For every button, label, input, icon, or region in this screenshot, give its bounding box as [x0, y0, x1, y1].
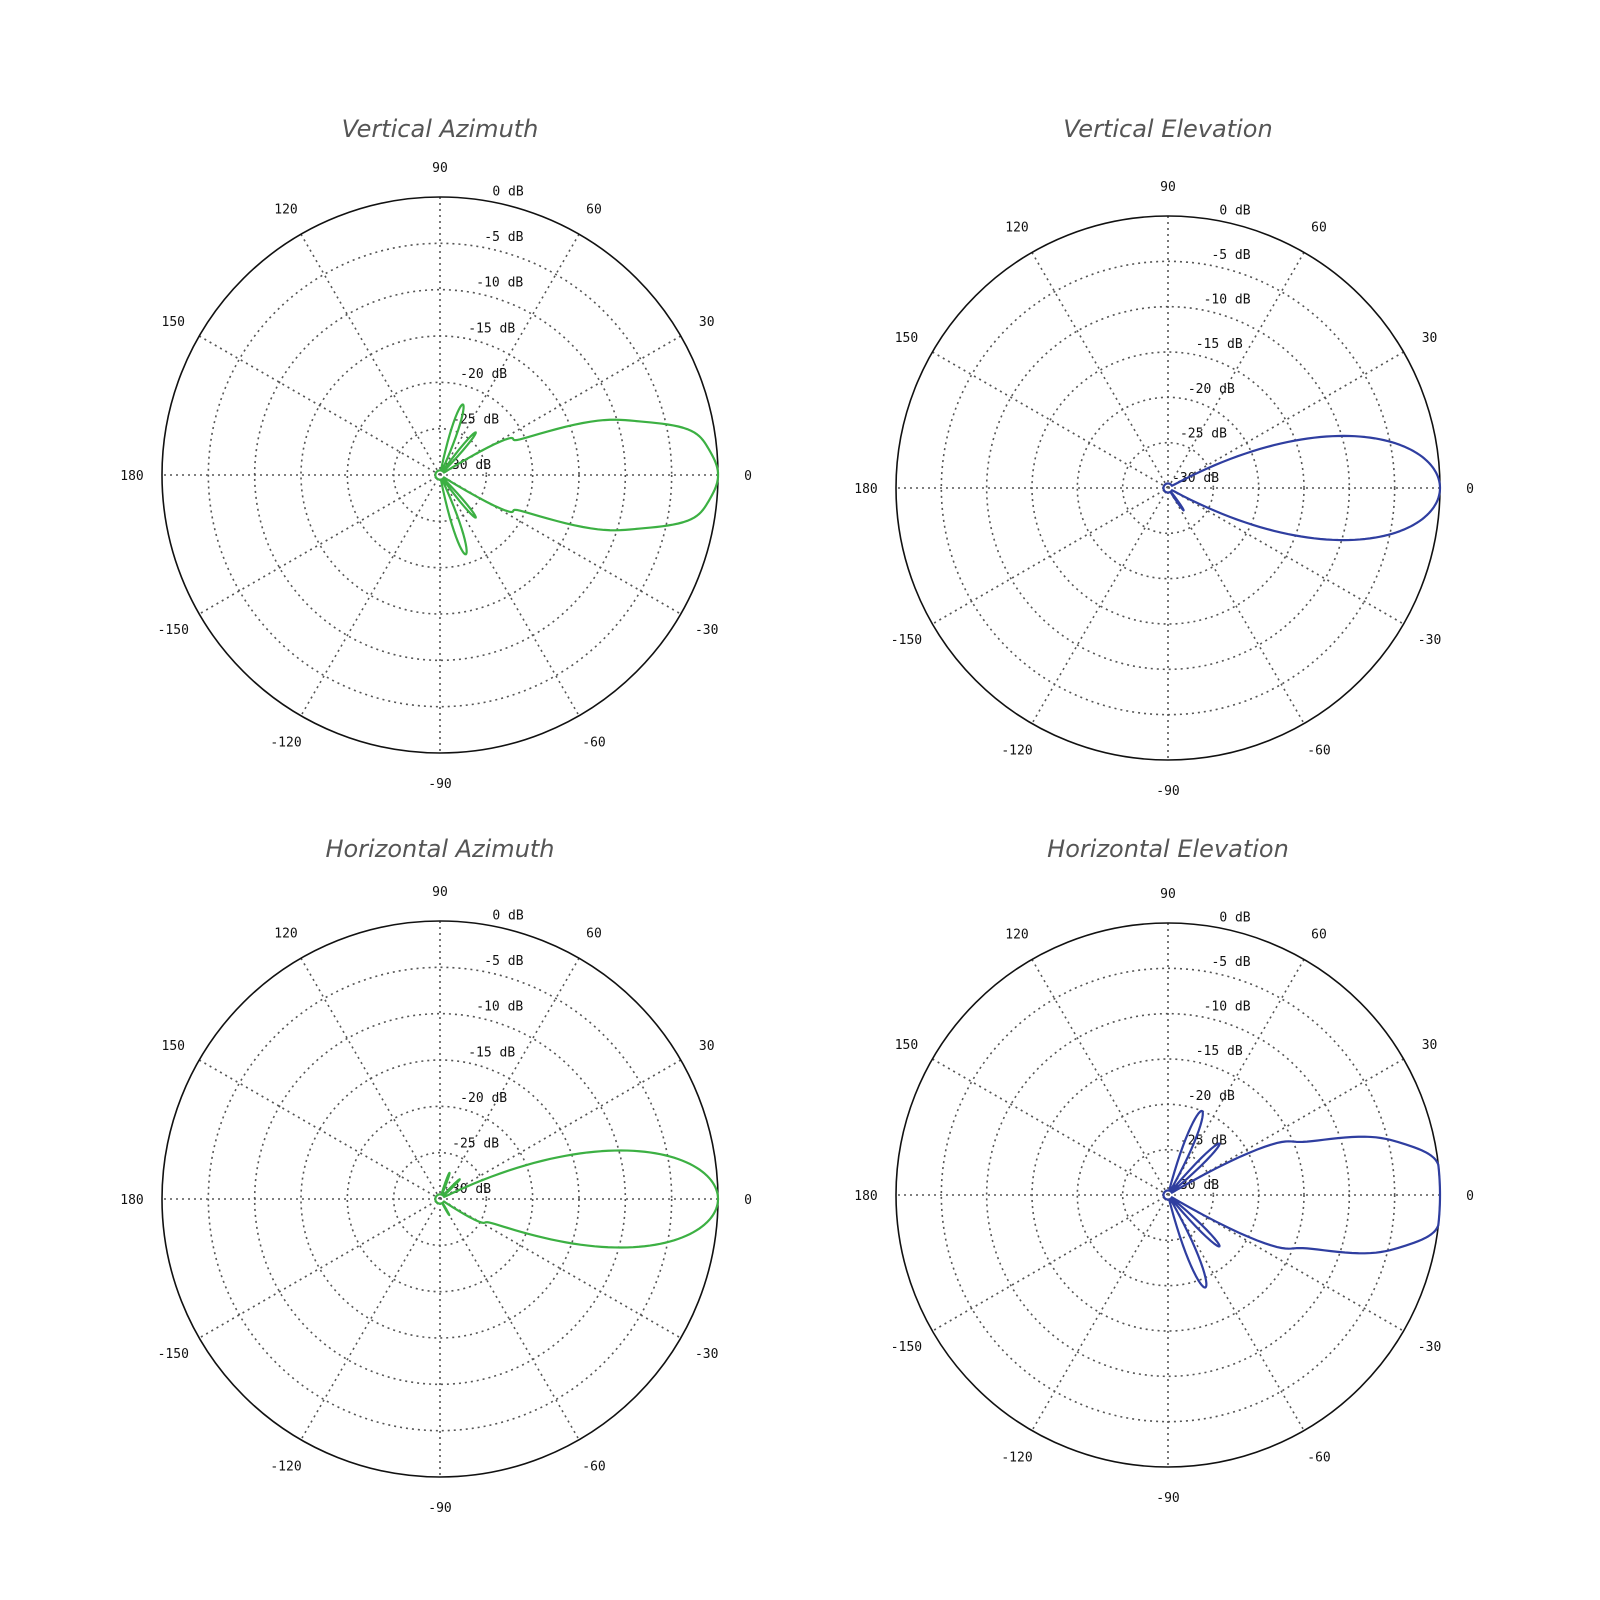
angle-label-150: -150 — [158, 623, 189, 638]
chart-title: Vertical Azimuth — [342, 115, 539, 143]
grid-ring — [346, 1105, 534, 1293]
pattern-series-0 — [434, 1149, 720, 1249]
ring-label-20-db: -20 dB — [460, 367, 507, 382]
angle-label-150: -150 — [158, 1347, 189, 1362]
angle-label-180: 180 — [854, 482, 877, 497]
ring-label-20-db: -20 dB — [1188, 1089, 1235, 1104]
angle-label-30: -30 — [1418, 633, 1441, 648]
polar-chart-vertical-azimuth: Vertical Azimuth 0 30 60 90 120 150 180 -150 -120… — [120, 115, 752, 792]
grid-ring — [207, 242, 673, 708]
ring-label-25-db: -25 dB — [452, 1137, 499, 1152]
ring-label-15-db: -15 dB — [468, 321, 515, 336]
ring-label-0-db: 0 dB — [1219, 910, 1250, 925]
angle-label-90: -90 — [428, 777, 451, 792]
polar-chart-horizontal-azimuth: Horizontal Azimuth 0 30 60 90 120 150 180 -150 -1… — [120, 835, 752, 1516]
angle-label-30: -30 — [1418, 1340, 1441, 1355]
angle-label-180: 180 — [854, 1189, 877, 1204]
ring-label-5-db: -5 dB — [1211, 955, 1250, 970]
angle-label-90: 90 — [1160, 887, 1176, 902]
ring-label-20-db: -20 dB — [460, 1091, 507, 1106]
angle-label-60: -60 — [582, 1460, 605, 1475]
angle-label-30: 30 — [699, 1039, 715, 1054]
ring-label-30-db: -30 dB — [1172, 471, 1219, 486]
chart-title: Vertical Elevation — [1063, 115, 1272, 143]
angle-label-90: 90 — [432, 161, 448, 176]
ring-label-10-db: -10 dB — [476, 1000, 523, 1015]
angle-label-60: -60 — [582, 736, 605, 751]
angle-label-0: 0 — [744, 469, 752, 484]
angle-label-120: -120 — [1001, 1451, 1032, 1466]
grid-spoke — [198, 1059, 682, 1339]
pattern-series-0 — [1162, 1109, 1442, 1289]
ring-label-10-db: -10 dB — [476, 276, 523, 291]
ring-label-5-db: -5 dB — [1211, 248, 1250, 263]
grid-spoke — [932, 351, 1404, 625]
angle-label-120: 120 — [1005, 220, 1028, 235]
angle-label-60: 60 — [1311, 220, 1327, 235]
angle-label-0: 0 — [744, 1193, 752, 1208]
angle-label-0: 0 — [1466, 1189, 1474, 1204]
angle-label-150: -150 — [891, 1340, 922, 1355]
ring-label-25-db: -25 dB — [1180, 427, 1227, 442]
ring-label-5-db: -5 dB — [484, 230, 523, 245]
angle-label-90: -90 — [1156, 784, 1179, 799]
angle-label-90: -90 — [1156, 1491, 1179, 1506]
ring-label-15-db: -15 dB — [1196, 1044, 1243, 1059]
ring-label-30-db: -30 dB — [444, 458, 491, 473]
grid-spoke — [198, 335, 682, 615]
angle-label-180: 180 — [120, 469, 143, 484]
grid-spoke — [932, 1058, 1404, 1332]
angle-label-120: 120 — [274, 202, 297, 217]
angle-label-150: 150 — [162, 1039, 185, 1054]
grid-ring — [1121, 1148, 1215, 1242]
angle-label-150: 150 — [895, 331, 918, 346]
ring-label-15-db: -15 dB — [468, 1045, 515, 1060]
angle-label-90: -90 — [428, 1501, 451, 1516]
polar-chart-horizontal-elevation: Horizontal Elevation 0 30 60 90 120 150 180 -150… — [854, 835, 1474, 1506]
angle-label-150: 150 — [162, 315, 185, 330]
ring-label-0-db: 0 dB — [1219, 203, 1250, 218]
grid-ring — [346, 381, 534, 569]
chart-title: Horizontal Elevation — [1047, 835, 1289, 863]
angle-label-30: 30 — [1422, 1038, 1438, 1053]
pattern-series-0 — [434, 403, 720, 556]
angle-label-60: 60 — [586, 202, 602, 217]
ring-label-0-db: 0 dB — [492, 184, 523, 199]
grid-ring — [1121, 441, 1215, 535]
angle-label-120: -120 — [270, 1460, 301, 1475]
ring-label-15-db: -15 dB — [1196, 337, 1243, 352]
angle-label-180: 180 — [120, 1193, 143, 1208]
ring-label-5-db: -5 dB — [484, 954, 523, 969]
angle-label-0: 0 — [1466, 482, 1474, 497]
angle-label-30: 30 — [1422, 331, 1438, 346]
chart-title: Horizontal Azimuth — [325, 835, 554, 863]
angle-label-90: 90 — [432, 885, 448, 900]
angle-label-60: 60 — [586, 926, 602, 941]
angle-label-30: -30 — [695, 623, 718, 638]
angle-label-90: 90 — [1160, 180, 1176, 195]
angle-label-120: -120 — [1001, 744, 1032, 759]
polar-chart-vertical-elevation: Vertical Elevation 0 30 60 90 120 150 180 -150 -1… — [854, 115, 1474, 799]
angle-label-60: -60 — [1307, 744, 1330, 759]
ring-label-0-db: 0 dB — [492, 908, 523, 923]
ring-label-10-db: -10 dB — [1204, 293, 1251, 308]
angle-label-150: -150 — [891, 633, 922, 648]
ring-label-10-db: -10 dB — [1204, 1000, 1251, 1015]
ring-label-25-db: -25 dB — [452, 413, 499, 428]
angle-label-60: -60 — [1307, 1451, 1330, 1466]
angle-label-120: 120 — [274, 926, 297, 941]
pattern-series-0 — [1162, 434, 1442, 542]
angle-label-150: 150 — [895, 1038, 918, 1053]
angle-label-120: -120 — [270, 736, 301, 751]
angle-label-120: 120 — [1005, 927, 1028, 942]
angle-label-30: 30 — [699, 315, 715, 330]
grid-ring — [207, 966, 673, 1432]
angle-label-60: 60 — [1311, 927, 1327, 942]
angle-label-30: -30 — [695, 1347, 718, 1362]
ring-label-30-db: -30 dB — [444, 1182, 491, 1197]
ring-label-20-db: -20 dB — [1188, 382, 1235, 397]
